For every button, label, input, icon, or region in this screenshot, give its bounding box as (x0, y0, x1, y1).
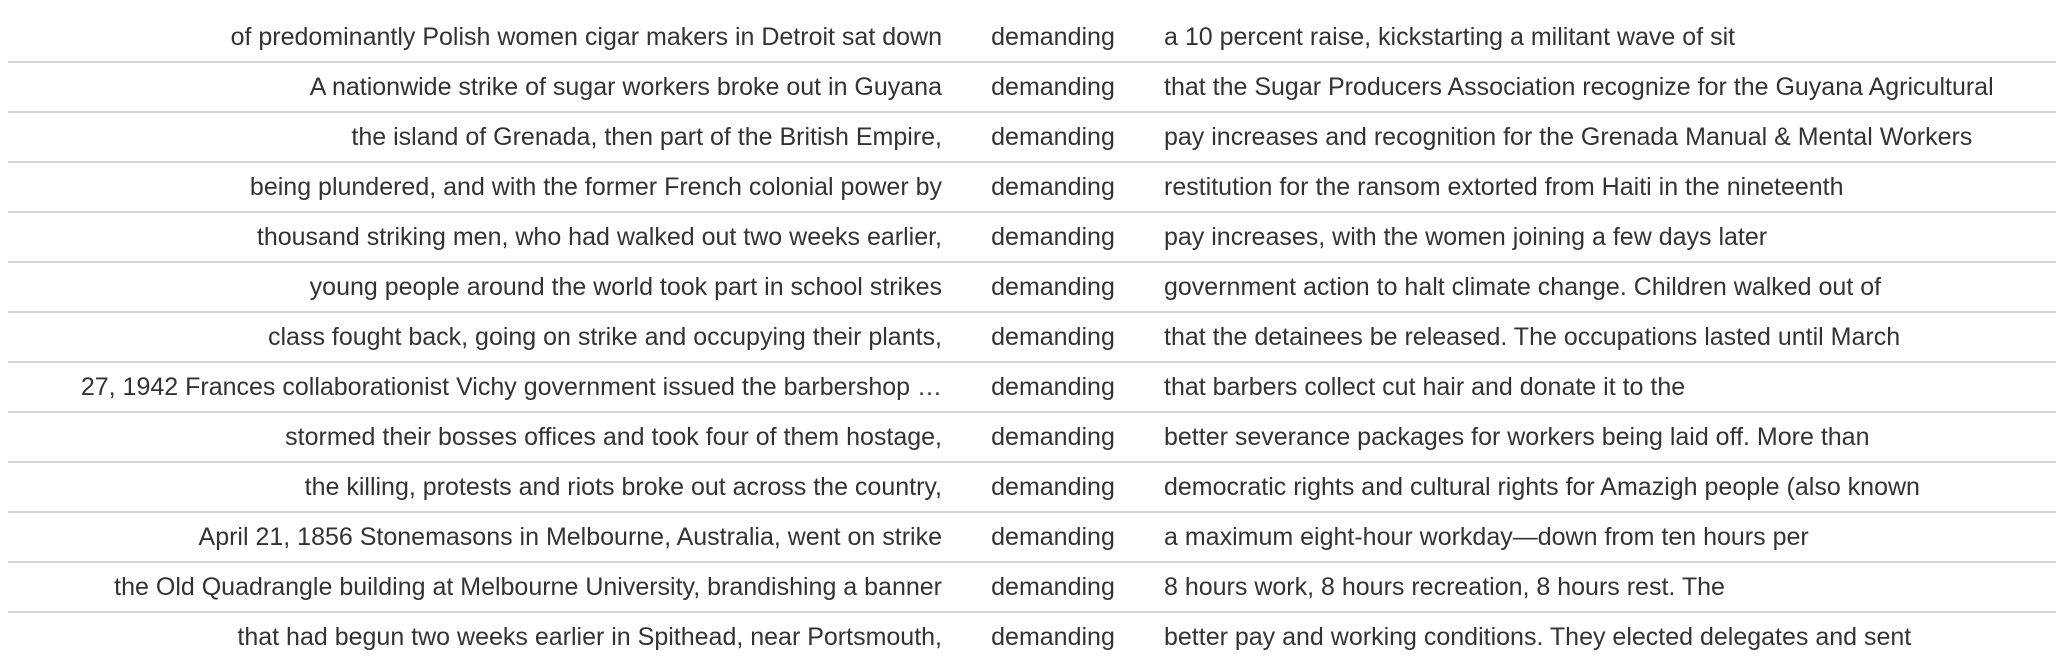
concordance-row[interactable]: class fought back, going on strike and o… (8, 313, 2056, 363)
keyword: demanding (991, 523, 1115, 551)
keyword: demanding (991, 23, 1115, 51)
concordance-row[interactable]: being plundered, and with the former Fre… (8, 163, 2056, 213)
right-context: government action to halt climate change… (1164, 273, 1882, 301)
right-context: a 10 percent raise, kickstarting a milit… (1164, 23, 1736, 51)
left-context: the killing, protests and riots broke ou… (304, 473, 942, 501)
right-context: better severance packages for workers be… (1164, 423, 1870, 451)
concordance-row[interactable]: the killing, protests and riots broke ou… (8, 463, 2056, 513)
right-context: democratic rights and cultural rights fo… (1164, 473, 1920, 501)
left-context: that had begun two weeks earlier in Spit… (237, 623, 942, 651)
keyword: demanding (991, 273, 1115, 301)
concordance-row[interactable]: thousand striking men, who had walked ou… (8, 213, 2056, 263)
right-context: pay increases and recognition for the Gr… (1164, 123, 1973, 151)
right-context: that barbers collect cut hair and donate… (1164, 373, 1686, 401)
keyword: demanding (991, 573, 1115, 601)
concordance-row[interactable]: the island of Grenada, then part of the … (8, 113, 2056, 163)
keyword: demanding (991, 323, 1115, 351)
left-context: the island of Grenada, then part of the … (351, 123, 942, 151)
concordance-row[interactable]: A nationwide strike of sugar workers bro… (8, 63, 2056, 113)
keyword: demanding (991, 423, 1115, 451)
concordance-row[interactable]: young people around the world took part … (8, 263, 2056, 313)
right-context: a maximum eight-hour workday—down from t… (1164, 523, 1809, 551)
right-context: 8 hours work, 8 hours recreation, 8 hour… (1164, 573, 1725, 601)
concordance-row[interactable]: the Old Quadrangle building at Melbourne… (8, 563, 2056, 613)
concordance-row[interactable]: stormed their bosses offices and took fo… (8, 413, 2056, 463)
concordance-row[interactable]: that had begun two weeks earlier in Spit… (8, 613, 2056, 661)
left-context: 27, 1942 Frances collaborationist Vichy … (80, 373, 942, 401)
left-context: the Old Quadrangle building at Melbourne… (114, 573, 942, 601)
left-context: being plundered, and with the former Fre… (249, 173, 942, 201)
left-context: stormed their bosses offices and took fo… (285, 423, 942, 451)
right-context: better pay and working conditions. They … (1164, 623, 1912, 651)
concordance-row[interactable]: April 21, 1856 Stonemasons in Melbourne,… (8, 513, 2056, 563)
keyword: demanding (991, 173, 1115, 201)
right-context: pay increases, with the women joining a … (1164, 223, 1768, 251)
right-context: that the Sugar Producers Association rec… (1164, 73, 1994, 101)
right-context: that the detainees be released. The occu… (1164, 323, 1901, 351)
concordance-table: of predominantly Polish women cigar make… (8, 13, 2056, 661)
keyword: demanding (991, 223, 1115, 251)
left-context: April 21, 1856 Stonemasons in Melbourne,… (198, 523, 942, 551)
right-context: restitution for the ransom extorted from… (1164, 173, 1844, 201)
left-context: young people around the world took part … (309, 273, 942, 301)
concordance-row[interactable]: 27, 1942 Frances collaborationist Vichy … (8, 363, 2056, 413)
left-context: A nationwide strike of sugar workers bro… (309, 73, 942, 101)
keyword: demanding (991, 623, 1115, 651)
left-context: of predominantly Polish women cigar make… (230, 23, 942, 51)
keyword: demanding (991, 373, 1115, 401)
keyword: demanding (991, 123, 1115, 151)
left-context: thousand striking men, who had walked ou… (256, 223, 942, 251)
keyword: demanding (991, 73, 1115, 101)
left-context: class fought back, going on strike and o… (267, 323, 942, 351)
keyword: demanding (991, 473, 1115, 501)
concordance-row[interactable]: of predominantly Polish women cigar make… (8, 13, 2056, 63)
